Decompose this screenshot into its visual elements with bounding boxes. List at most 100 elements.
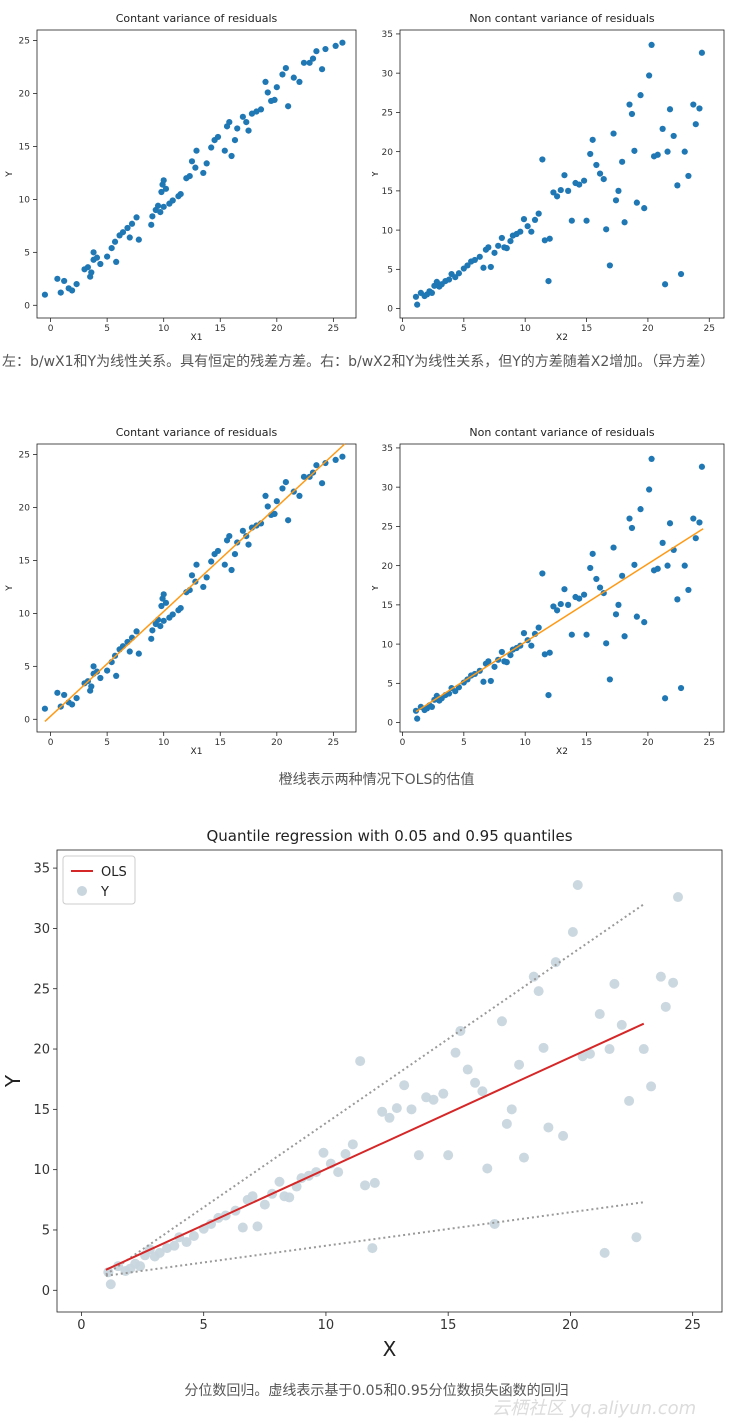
data-point [606,676,613,683]
data-point [674,596,681,603]
data-point [160,203,167,210]
y-tick-label: 0 [387,719,393,729]
x-axis-label: X2 [556,747,568,757]
y-tick-label: 20 [382,562,394,572]
data-point [84,264,92,271]
data-point [624,1095,635,1106]
data-point [603,640,610,647]
data-point [561,172,568,179]
data-point [239,113,246,120]
data-point [550,189,557,196]
data-point [660,1001,671,1012]
data-point [604,1044,615,1055]
data-point [231,137,239,144]
data-point [90,249,97,256]
data-point [661,695,669,702]
data-point [533,986,544,997]
y-axis-label: Y [5,171,15,178]
y-tick-label: 15 [33,1103,50,1118]
data-point [231,551,239,558]
data-point [690,515,697,522]
data-point [124,224,131,232]
data-point [97,260,104,268]
data-point [257,520,265,527]
data-point [524,223,531,230]
data-point [203,160,210,167]
y-tick-label: 25 [33,982,50,997]
data-point [158,602,165,610]
data-point [61,691,68,699]
data-point [664,148,671,155]
caption-first: 左：b/wX1和Y为线性关系。具有恒定的残差方差。右：b/wX2和Y为线性关系，… [2,354,715,370]
data-point [285,103,292,110]
y-tick-label: 25 [19,37,30,47]
x-tick-label: 0 [48,324,54,334]
data-point [208,144,215,151]
data-point [237,1222,248,1233]
data-point [583,631,590,638]
data-point [587,564,594,572]
data-point [228,152,235,160]
y-tick-label: 20 [33,1043,50,1058]
legend-y-label: Y [100,885,109,900]
data-point [282,479,289,486]
data-point [476,253,483,260]
x-tick-label: 25 [684,1318,701,1333]
y-tick-label: 15 [19,557,30,567]
data-point [333,1167,344,1178]
chart-title: Contant variance of residuals [116,12,278,25]
data-point [177,191,184,198]
chart-quantile-regression: Quantile regression with 0.05 and 0.95 q… [1,827,723,1361]
quantile-005-line [105,1201,644,1277]
data-point [274,1176,285,1187]
y-tick-label: 5 [42,1224,50,1239]
y-tick-label: 15 [382,187,393,197]
data-point [528,642,535,649]
data-point [681,148,688,155]
data-point [133,214,140,221]
y-tick-label: 5 [24,663,30,673]
data-point [188,1231,199,1242]
data-point [626,101,633,108]
data-point [149,627,156,634]
data-point [698,49,706,56]
data-point [188,158,196,165]
data-point [61,277,68,285]
data-point [452,688,459,695]
data-point [41,291,49,298]
data-point [507,651,514,659]
x-tick-label: 10 [158,324,170,334]
data-point [413,1150,424,1161]
data-point [273,84,280,91]
data-point [482,1163,493,1174]
data-point [543,1122,554,1133]
x-tick-label: 20 [271,738,283,748]
data-point [160,617,167,624]
x-tick-label: 5 [104,324,110,334]
data-point [203,574,210,581]
data-point [284,1192,295,1203]
data-point [160,177,167,184]
y-tick-label: 5 [387,679,393,689]
plot-frame [36,443,357,733]
data-point [119,229,127,236]
data-point [477,1086,488,1097]
data-point [565,187,572,194]
data-point [90,663,97,670]
data-point [677,270,685,278]
data-point [68,701,76,708]
data-point [428,289,436,296]
data-point [154,202,162,209]
data-point [491,249,498,256]
data-point [259,1199,270,1210]
data-point [576,595,583,602]
plot-frame [399,29,725,319]
data-point [672,892,683,903]
data-point [583,217,590,224]
data-point [414,301,421,308]
data-point [501,1118,512,1129]
data-point [285,517,292,524]
data-point [518,1152,529,1163]
data-point [666,106,674,113]
data-point [239,527,246,534]
